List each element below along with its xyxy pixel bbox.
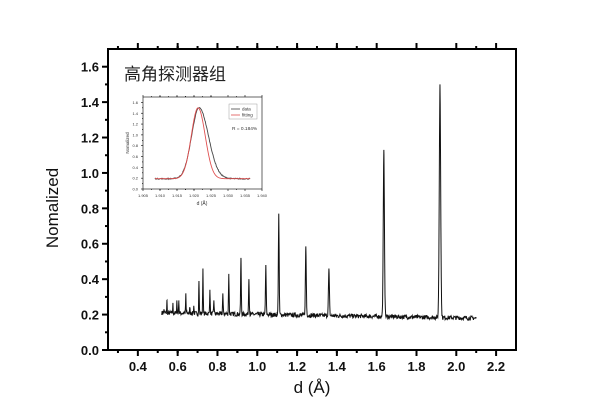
inset-y-tick-label: 1.0	[132, 132, 138, 137]
inset-y-axis-label: Nomalized	[125, 132, 130, 154]
x-tick-label: 1.8	[407, 359, 425, 374]
inset-x-tick-label: 1.920	[189, 193, 200, 198]
inset-y-tick-label: 1.4	[132, 111, 138, 116]
data-series-line	[161, 84, 477, 322]
main-axes: 0.4 0.6 0.8 1.0 1.2 1.4 1.6 1.8 2.0 2.2 0.0 0.2 0.4 0…	[81, 43, 517, 374]
inset-legend-label-fitting: fitting	[242, 113, 253, 118]
inset-x-tick-label: 1.940	[257, 193, 268, 198]
inset-x-tick-label: 1.925	[206, 193, 217, 198]
y-tick-label: 0.2	[81, 308, 99, 323]
inset-x-axis-label: d (Å)	[197, 200, 208, 207]
y-tick-label: 1.0	[81, 166, 99, 181]
x-tick-label: 1.6	[368, 359, 386, 374]
x-tick-label: 0.6	[169, 359, 187, 374]
x-tick-label: 1.2	[288, 359, 306, 374]
x-axis-label: d (Å)	[294, 378, 331, 397]
x-tick-label: 0.8	[208, 359, 226, 374]
y-tick-label: 1.2	[81, 130, 99, 145]
y-tick-label: 0.6	[81, 237, 99, 252]
x-tick-label: 2.0	[447, 359, 465, 374]
inset-y-tick-label: 1.2	[132, 122, 138, 127]
y-axis-label: Nomalized	[43, 168, 62, 248]
inset-y-tick-label: 0.0	[132, 187, 138, 192]
y-tick-label: 1.6	[81, 60, 99, 75]
chart-title: 高角探测器组	[124, 65, 226, 85]
y-tick-label: 0.4	[81, 272, 100, 287]
plot-frame	[107, 48, 517, 351]
x-tick-label: 2.2	[487, 359, 505, 374]
inset-legend-label-data: data	[242, 107, 251, 112]
y-tick-label: 0.8	[81, 201, 99, 216]
inset-y-tick-label: 1.6	[132, 100, 138, 105]
inset-x-tick-label: 1.910	[155, 193, 166, 198]
inset-series-fitting	[154, 107, 251, 180]
x-tick-label: 1.4	[328, 359, 347, 374]
inset-x-tick-label: 1.930	[223, 193, 234, 198]
inset-x-tick-label: 1.905	[138, 193, 149, 198]
y-tick-label: 1.4	[81, 95, 100, 110]
inset-chart: 1.905 1.910 1.915 1.920 1.925 1.930 1.935 1.940…	[125, 95, 268, 207]
inset-x-tick-label: 1.935	[240, 193, 251, 198]
x-tick-label: 0.4	[129, 359, 148, 374]
inset-x-tick-label: 1.915	[172, 193, 183, 198]
inset-y-tick-label: 0.8	[132, 143, 138, 148]
inset-annotation: R = 0.184%	[232, 126, 258, 132]
x-tick-label: 1.0	[248, 359, 266, 374]
inset-y-tick-label: 0.2	[132, 176, 138, 181]
inset-y-tick-label: 0.4	[132, 165, 138, 170]
inset-y-tick-label: 0.6	[132, 154, 138, 159]
y-tick-label: 0.0	[81, 343, 99, 358]
